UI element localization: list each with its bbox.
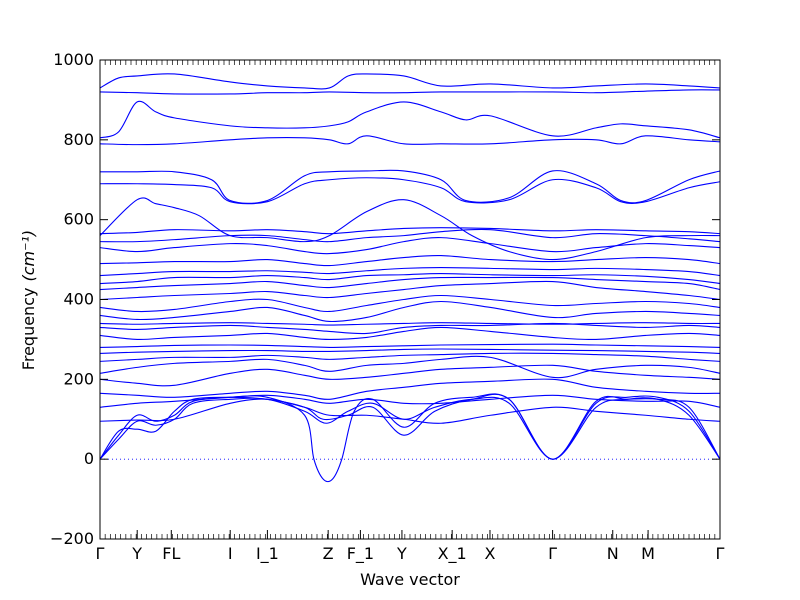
band-line-10 xyxy=(100,348,720,354)
bands-group xyxy=(100,73,720,483)
x-ticks: Γ Y FL I I_1 Z F_1 Y X_1 X Γ N M Γ xyxy=(96,530,725,564)
x-tick-label: I xyxy=(228,544,233,563)
band-line-17 xyxy=(100,280,720,301)
x-tick-label: Y xyxy=(131,544,142,563)
band-line-28 xyxy=(100,135,720,146)
band-line-9 xyxy=(100,352,720,362)
y-tick-label: 1000 xyxy=(53,50,94,69)
band-line-29 xyxy=(100,100,720,139)
band-line-5 xyxy=(100,394,720,408)
x-tick-label: Y xyxy=(396,544,407,563)
band-line-26 xyxy=(100,177,720,205)
band-line-21 xyxy=(100,254,720,267)
x-tick-label: Γ xyxy=(548,544,557,563)
y-tick-label: 0 xyxy=(84,449,94,468)
x-tick-label: Z xyxy=(323,544,334,563)
band-line-18 xyxy=(100,276,720,291)
band-line-6 xyxy=(100,378,720,400)
band-line-12 xyxy=(100,326,720,341)
y-axis-label: Frequency (cm⁻¹) xyxy=(19,230,38,370)
band-line-31 xyxy=(100,73,720,90)
band-line-30 xyxy=(100,89,720,95)
band-line-25 xyxy=(100,197,720,261)
y-tick-label: −200 xyxy=(50,529,94,548)
y-tick-label: 800 xyxy=(63,130,94,149)
y-axis-unit: (cm⁻¹) xyxy=(19,230,38,282)
x-tick-label: X xyxy=(484,544,495,563)
minor-ticks xyxy=(99,60,721,539)
band-line-8 xyxy=(100,355,720,379)
plot-frame xyxy=(99,59,721,540)
band-line-13 xyxy=(100,322,720,335)
band-line-2 xyxy=(100,393,720,483)
x-axis-label: Wave vector xyxy=(360,570,460,589)
band-line-24 xyxy=(100,227,720,235)
x-tick-label: FL xyxy=(162,544,180,563)
band-line-16 xyxy=(100,294,720,313)
x-tick-label: Γ xyxy=(716,544,725,563)
y-axis-label-text: Frequency xyxy=(19,288,38,371)
band-line-15 xyxy=(100,300,720,323)
x-tick-label: I_1 xyxy=(256,544,279,564)
y-ticks: −200 0 200 400 600 800 1000 xyxy=(50,50,720,548)
band-line-7 xyxy=(100,364,720,387)
band-line-27 xyxy=(100,169,720,204)
x-tick-label: Γ xyxy=(96,544,105,563)
y-tick-label: 400 xyxy=(63,290,94,309)
band-line-14 xyxy=(100,322,720,326)
band-line-4 xyxy=(100,398,720,424)
y-tick-label: 200 xyxy=(63,369,94,388)
band-line-20 xyxy=(100,267,720,277)
x-tick-label: M xyxy=(641,544,655,563)
x-tick-label: F_1 xyxy=(347,544,374,564)
band-line-23 xyxy=(100,228,720,243)
y-tick-label: 600 xyxy=(63,210,94,229)
x-tick-label: N xyxy=(607,544,619,563)
x-tick-label: X_1 xyxy=(438,544,467,564)
band-line-19 xyxy=(100,272,720,285)
band-line-22 xyxy=(100,237,720,255)
band-line-11 xyxy=(100,343,720,348)
